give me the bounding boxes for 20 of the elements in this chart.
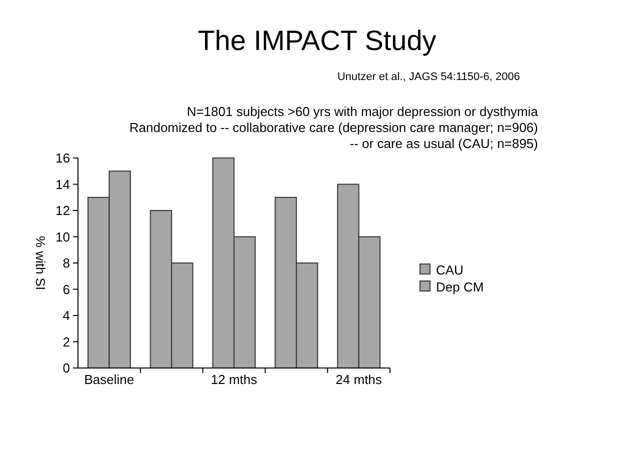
- y-axis-title: % with SI: [33, 236, 48, 290]
- y-tick-label: 16: [56, 150, 70, 166]
- y-tick-label: 4: [62, 308, 70, 324]
- x-tick-label: Baseline: [84, 372, 134, 387]
- y-tick-label: 14: [56, 176, 70, 192]
- text: -- or care as usual (CAU; n=895): [350, 136, 538, 151]
- legend-label: CAU: [436, 262, 464, 278]
- text: N=1801 subjects >60 yrs with major depression or dysthymia: [186, 104, 539, 119]
- text: Randomized to -- collaborative care (depression care manager; n=906): [129, 120, 538, 135]
- y-tick-label: 2: [62, 334, 70, 350]
- y-tick-label: 8: [62, 256, 70, 271]
- y-tick-label: 10: [56, 229, 70, 244]
- x-tick-label: 12 mths: [210, 372, 258, 387]
- legend-label: Dep CM: [436, 280, 484, 295]
- y-tick-label: 12: [56, 203, 70, 218]
- x-tick-label: 24 mths: [336, 372, 382, 387]
- text: Unutzer et al., JAGS 54:1150-6, 2006: [337, 71, 520, 83]
- y-tick-label: 6: [62, 282, 70, 297]
- y-tick-label: 0: [62, 360, 70, 376]
- chart-title: The IMPACT Study: [198, 25, 436, 56]
